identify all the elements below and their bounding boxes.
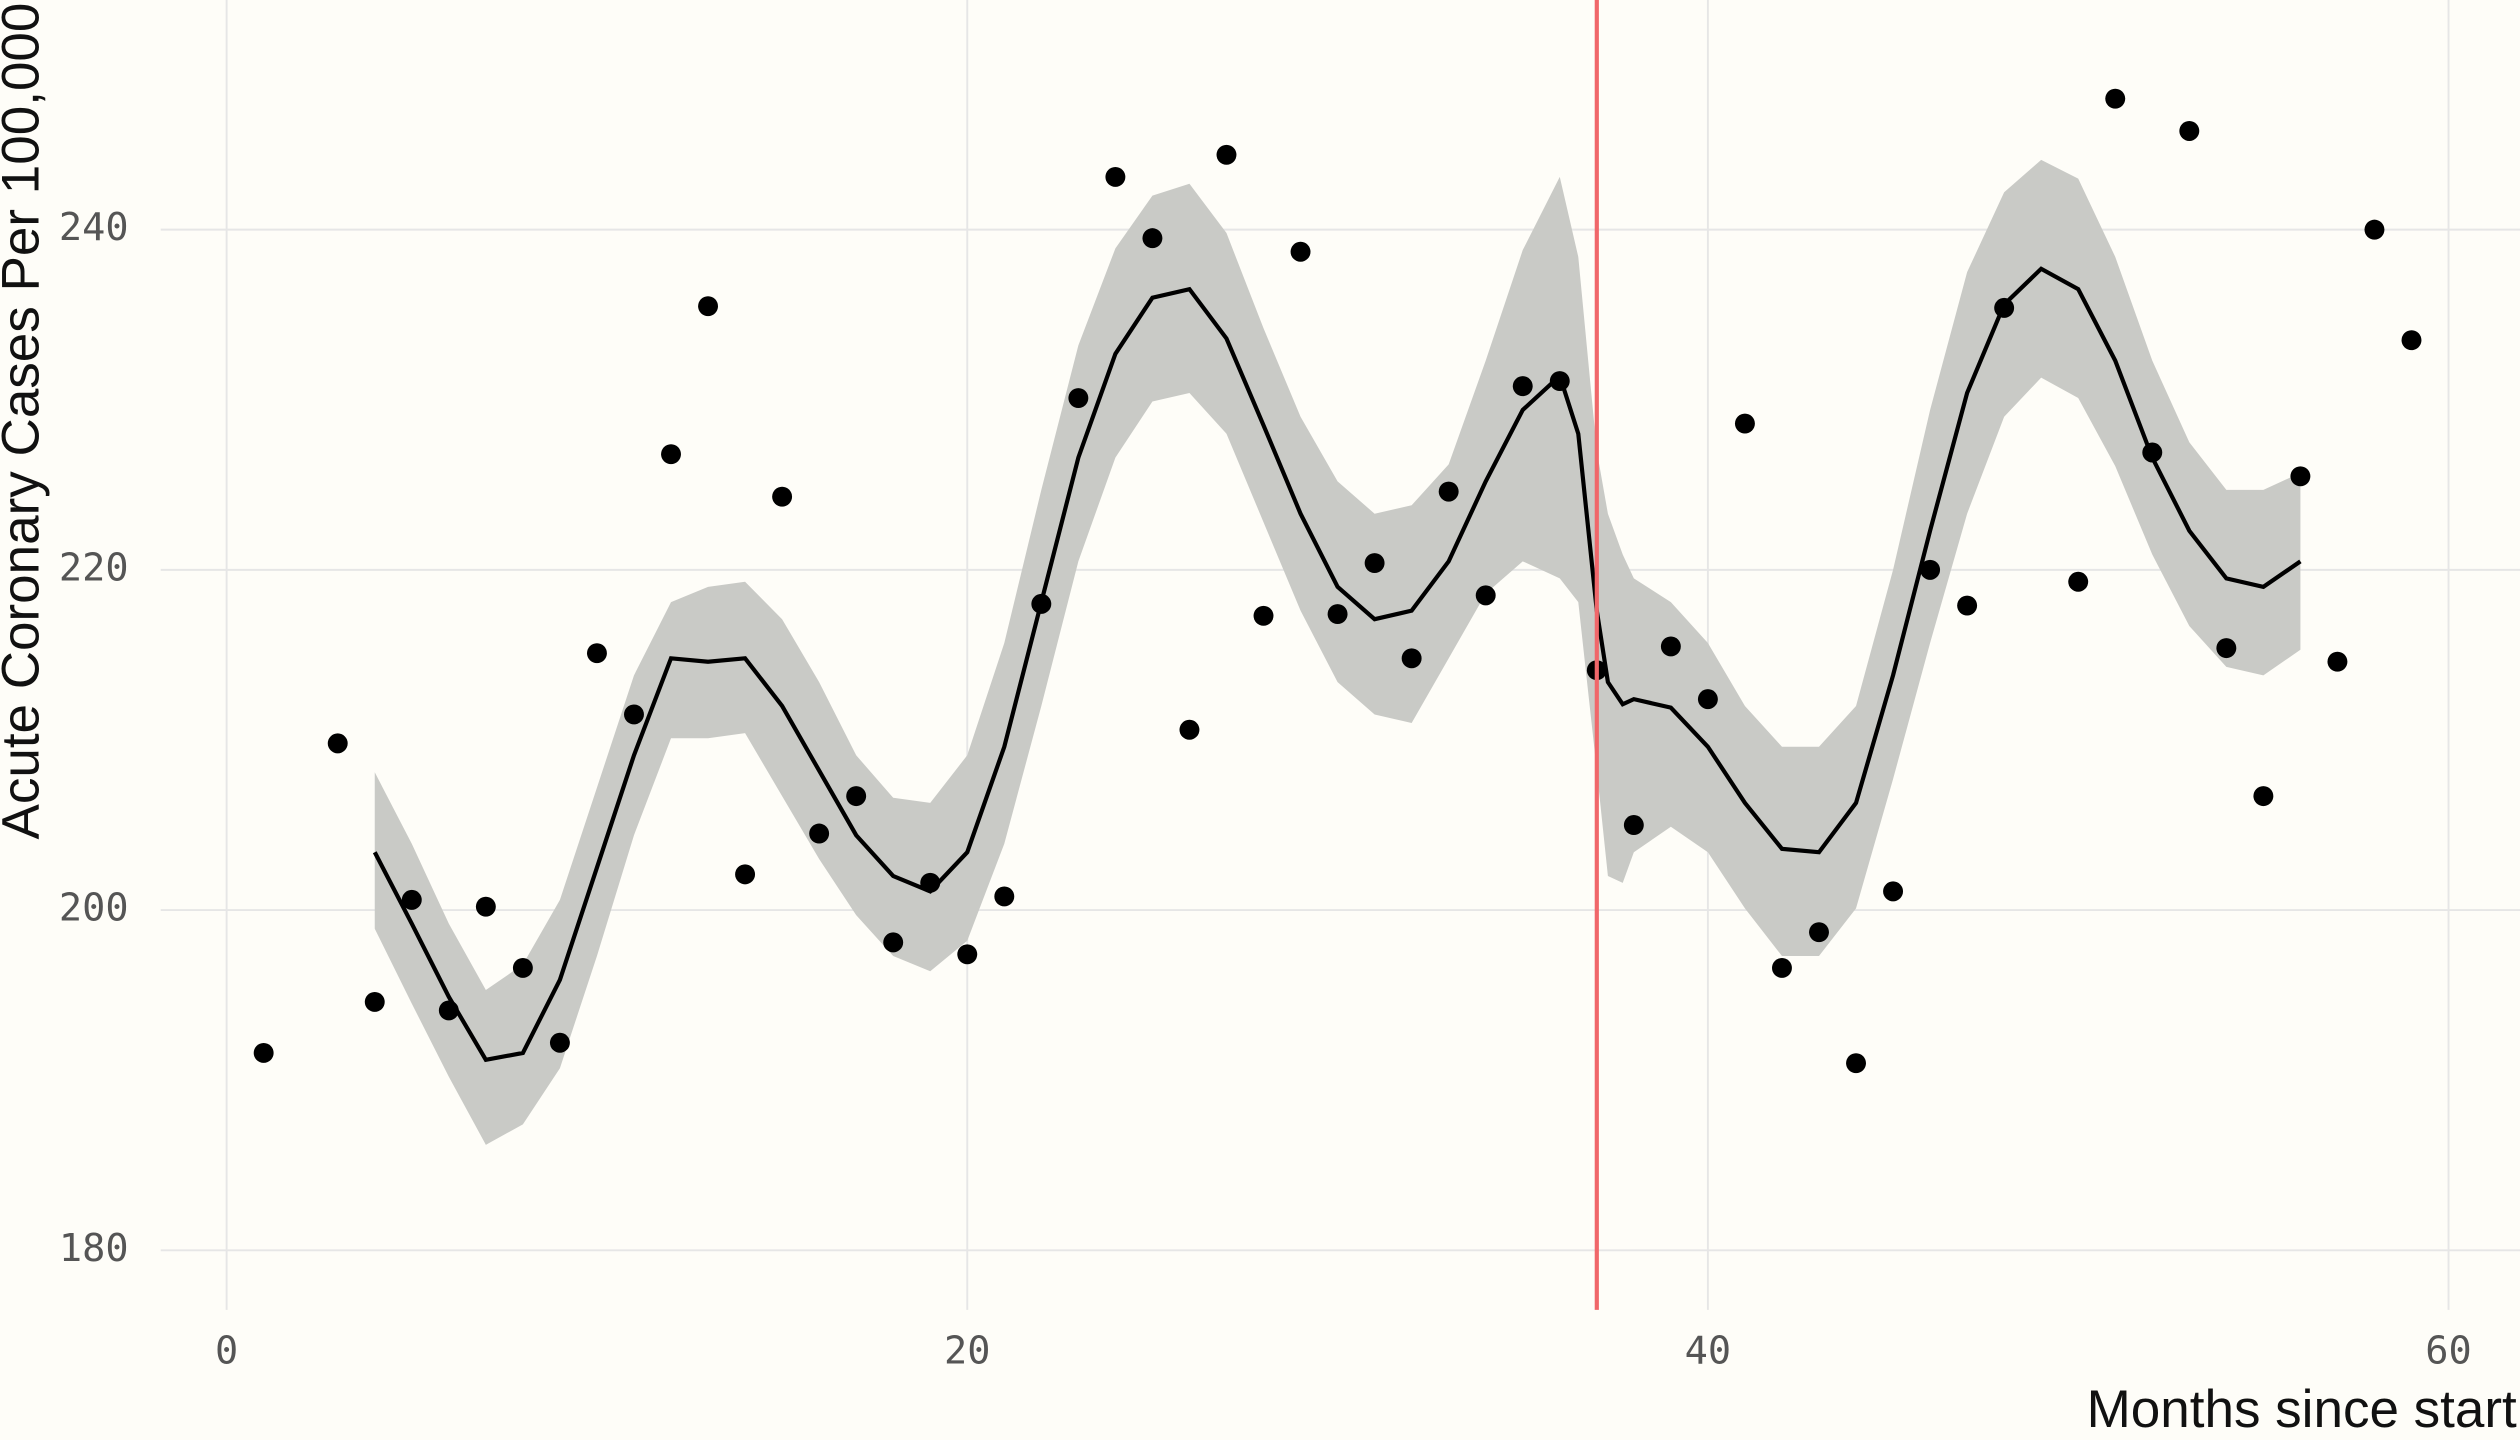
point — [624, 704, 644, 725]
point — [1957, 595, 1978, 616]
y-tick-label: 200 — [59, 886, 129, 931]
point — [1660, 636, 1681, 657]
point — [327, 733, 348, 754]
point — [364, 991, 385, 1012]
point — [1994, 297, 2015, 318]
point — [1105, 166, 1126, 187]
point — [2216, 638, 2237, 659]
point — [1253, 605, 1274, 626]
point — [661, 444, 681, 465]
point — [438, 1000, 459, 1021]
point — [2068, 571, 2089, 592]
point — [2179, 121, 2200, 141]
point — [994, 886, 1015, 907]
point — [1549, 371, 1570, 392]
point — [772, 486, 793, 507]
point — [735, 864, 756, 885]
x-tick-label: 0 — [215, 1329, 238, 1374]
point — [1771, 957, 1792, 978]
point — [401, 889, 422, 910]
point — [846, 786, 867, 807]
x-axis-title: Months since start — [2087, 1380, 2517, 1439]
point — [1512, 376, 1533, 397]
point — [1623, 815, 1644, 835]
point — [1031, 593, 1052, 614]
point — [2401, 330, 2422, 351]
plot-area — [253, 0, 2422, 1310]
point — [1846, 1053, 1866, 1074]
point — [2327, 651, 2348, 672]
y-tick-label: 180 — [59, 1226, 129, 1271]
point — [549, 1032, 570, 1053]
point — [1216, 144, 1237, 165]
point — [1290, 241, 1311, 262]
point — [2253, 786, 2274, 807]
point — [2290, 466, 2311, 487]
point — [1142, 228, 1163, 249]
point — [2105, 88, 2126, 109]
point — [1364, 553, 1385, 574]
confidence-band — [374, 159, 2301, 1145]
point — [698, 296, 719, 317]
point — [253, 1042, 274, 1063]
point — [2364, 219, 2385, 240]
point — [1475, 585, 1496, 606]
point — [2142, 442, 2163, 463]
point — [883, 932, 904, 953]
point — [1179, 719, 1200, 740]
point — [1734, 413, 1755, 434]
point — [809, 823, 830, 844]
point — [920, 872, 941, 893]
point — [1401, 648, 1422, 669]
point — [1697, 689, 1718, 710]
point — [586, 643, 607, 664]
point — [1068, 388, 1089, 409]
point — [512, 957, 533, 978]
y-tick-label: 220 — [59, 545, 129, 590]
smooth-line — [372, 266, 2302, 1063]
y-tick-label: 240 — [59, 205, 129, 250]
point — [1327, 604, 1348, 625]
y-axis-title: Acute Coronary Cases Per 100,000 — [0, 3, 51, 840]
point — [957, 944, 978, 965]
x-tick-label: 20 — [944, 1329, 990, 1374]
point — [1883, 881, 1904, 902]
x-tick-label: 60 — [2425, 1329, 2471, 1374]
point — [1438, 481, 1459, 502]
x-tick-label: 40 — [1685, 1329, 1731, 1374]
point — [1920, 559, 1941, 580]
point — [475, 896, 496, 917]
point — [1809, 922, 1829, 943]
